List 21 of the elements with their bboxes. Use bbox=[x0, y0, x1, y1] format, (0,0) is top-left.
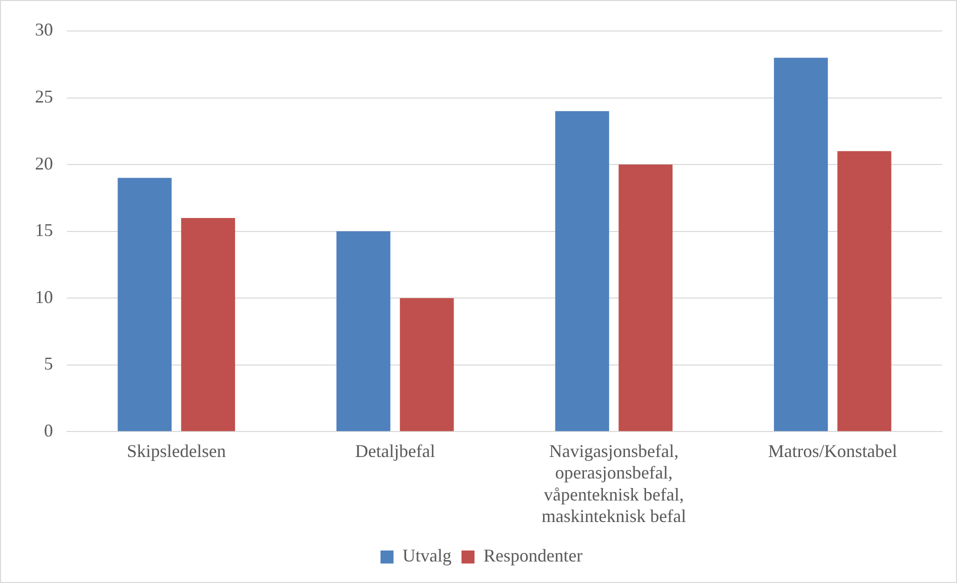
bar bbox=[336, 231, 390, 432]
bar bbox=[618, 164, 673, 432]
y-tick-label: 0 bbox=[44, 420, 53, 440]
bar bbox=[181, 218, 236, 432]
bar bbox=[774, 58, 828, 432]
y-tick-label: 30 bbox=[35, 20, 53, 40]
bar bbox=[837, 151, 892, 432]
y-tick-label: 5 bbox=[44, 354, 53, 374]
bar bbox=[400, 298, 454, 432]
x-tick-label: Skipsledelsen bbox=[126, 441, 226, 462]
legend-label: Respondenter bbox=[484, 546, 582, 566]
x-tick-label: Navigasjonsbefal, operasjonsbefal, våpenteknisk befal, maskinteknisk befal bbox=[542, 441, 686, 526]
x-tick-label: Matros/Konstabel bbox=[768, 441, 898, 462]
bar bbox=[118, 178, 172, 432]
bar bbox=[555, 111, 610, 432]
y-tick-label: 20 bbox=[35, 153, 53, 174]
y-tick-label: 25 bbox=[35, 86, 53, 106]
legend-label: Utvalg bbox=[402, 546, 452, 566]
y-tick-label: 15 bbox=[35, 220, 53, 240]
y-tick-label: 10 bbox=[35, 286, 53, 307]
x-tick-label: Detaljbefal bbox=[355, 441, 436, 462]
